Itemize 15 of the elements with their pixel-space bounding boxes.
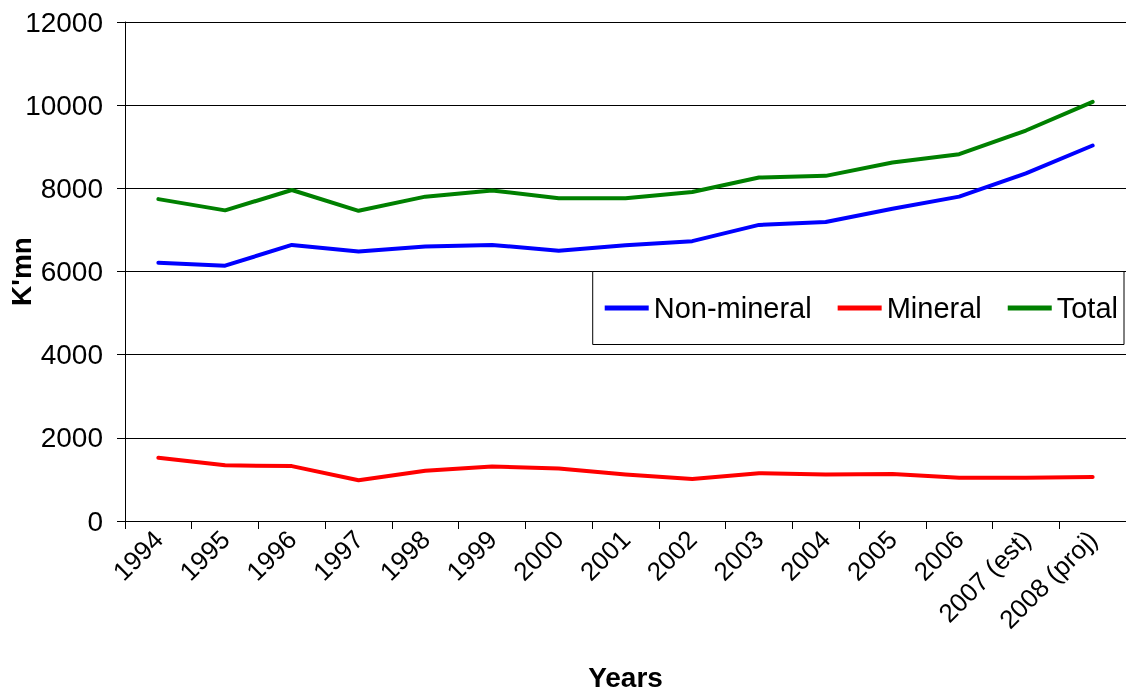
y-tick-label: 8000 <box>40 172 103 204</box>
y-axis-title: K'mn <box>5 237 37 306</box>
line-series <box>156 143 1095 268</box>
y-tick-label: 4000 <box>40 339 103 371</box>
legend-label: Total <box>1056 292 1119 324</box>
y-tick-label: 0 <box>87 505 103 537</box>
y-tick-label: 10000 <box>25 89 103 121</box>
line-series <box>156 455 1095 483</box>
x-axis-title: Years <box>588 661 663 693</box>
legend-label: Non-mineral <box>653 292 812 324</box>
y-tick-label: 12000 <box>25 6 103 38</box>
line-series <box>156 99 1095 213</box>
y-tick-label: 2000 <box>40 422 103 454</box>
legend-label: Mineral <box>886 292 982 324</box>
y-tick-label: 6000 <box>40 256 103 287</box>
